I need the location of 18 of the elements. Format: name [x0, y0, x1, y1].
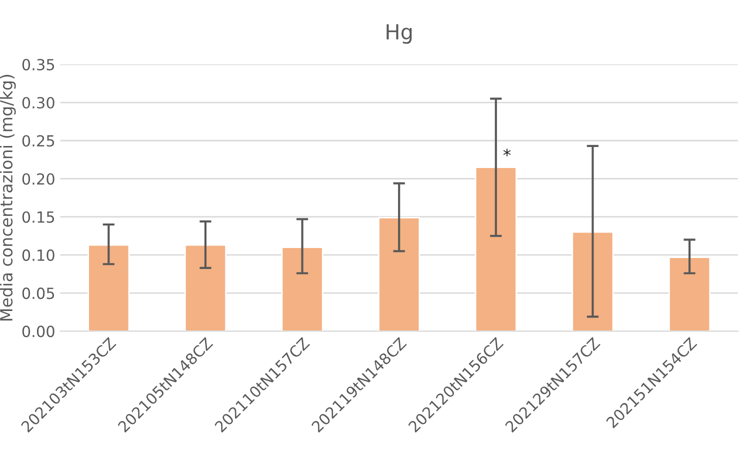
y-tick-label: 0.25 [22, 135, 54, 147]
y-tick-label: 0.35 [22, 58, 54, 70]
bar [281, 246, 324, 332]
y-tick-label: 0.30 [22, 96, 54, 109]
y-tick-label: 0.00 [22, 326, 54, 338]
chart-title: Hg [386, 24, 412, 44]
bar [378, 216, 420, 332]
y-axis-title: Media concentrazioni (mg/kg) [0, 74, 16, 320]
y-tick-label: 0.15 [22, 211, 54, 223]
annotation: * [503, 148, 511, 156]
bar [474, 166, 517, 332]
bar [572, 231, 614, 332]
y-tick-label: 0.20 [22, 173, 54, 185]
bar [668, 256, 711, 332]
bar [88, 244, 130, 332]
bar [184, 244, 226, 332]
y-tick-label: 0.05 [22, 288, 54, 300]
y-tick-label: 0.10 [22, 249, 54, 261]
